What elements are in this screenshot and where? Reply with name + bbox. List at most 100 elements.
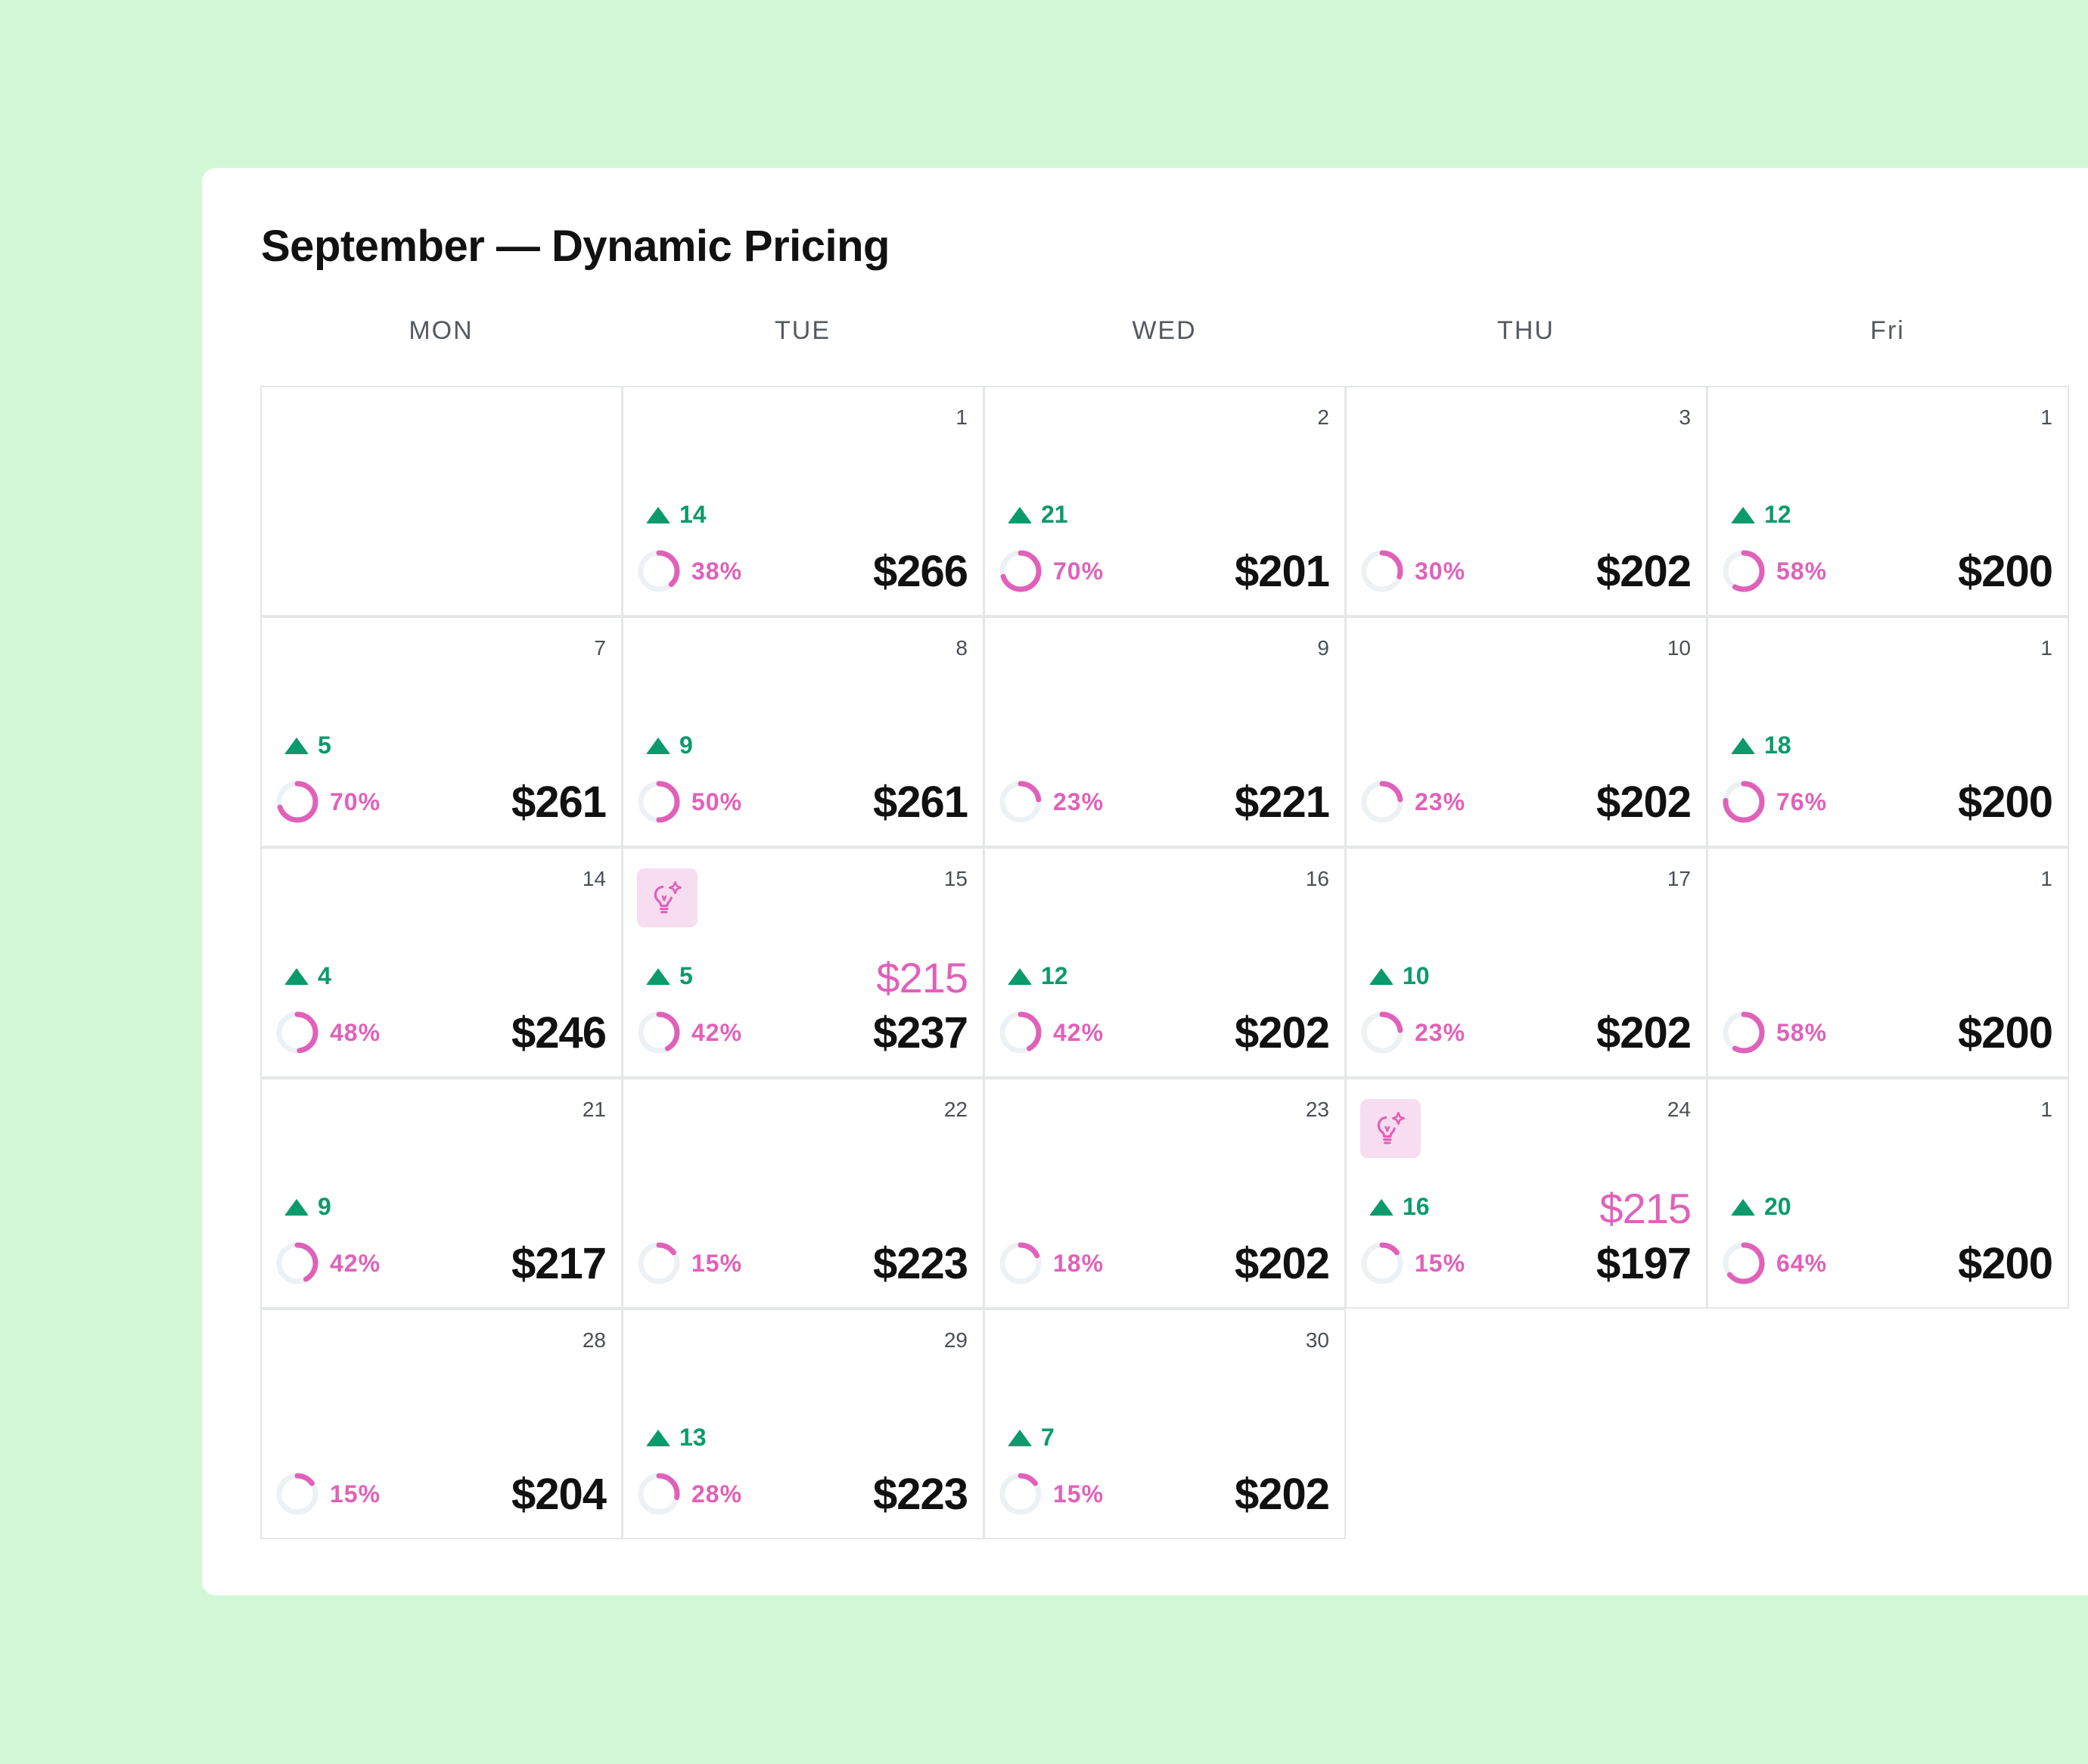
day-number: 14: [582, 867, 606, 890]
demand-trend: 13: [646, 1424, 707, 1452]
nightly-price: $202: [1596, 778, 1692, 827]
day-number: 21: [582, 1098, 606, 1121]
occupancy-percent: 15%: [1053, 1480, 1105, 1508]
calendar-day-cell[interactable]: 1 18 76% $200: [1707, 616, 2069, 847]
occupancy-ring-fill: [1361, 1011, 1403, 1054]
demand-trend: 12: [1008, 962, 1068, 990]
occupancy-ring-icon: [1723, 1242, 1765, 1284]
calendar-day-cell[interactable]: 14 4 48% $246: [260, 847, 623, 1078]
occupancy-ring-icon: [638, 1473, 680, 1515]
calendar-day-cell[interactable]: 16 12 42% $202: [983, 847, 1346, 1078]
calendar-day-cell[interactable]: 28 15% $204: [260, 1309, 623, 1539]
calendar-day-cell[interactable]: 1 12 58% $200: [1707, 386, 2069, 616]
weekday-tue: TUE: [775, 316, 831, 345]
calendar-day-cell[interactable]: 17 10 23% $202: [1345, 847, 1707, 1078]
occupancy-percent: 23%: [1053, 787, 1105, 815]
calendar-day-cell[interactable]: 8 9 50% $261: [622, 616, 984, 847]
demand-trend: 12: [1731, 501, 1791, 529]
demand-trend: 21: [1008, 501, 1068, 529]
occupancy-ring-fill: [1361, 781, 1403, 823]
calendar-day-cell[interactable]: 1 20 64% $200: [1707, 1078, 2069, 1309]
occupancy-indicator: 23%: [1359, 1009, 1465, 1056]
calendar-day-cell[interactable]: 2 21 70% $201: [983, 386, 1346, 616]
calendar-day-cell[interactable]: 1 58% $200: [1707, 847, 2069, 1078]
occupancy-ring-fill: [276, 1011, 318, 1054]
calendar-day-cell[interactable]: 22 15% $223: [622, 1078, 984, 1309]
occupancy-indicator: 23%: [1359, 778, 1465, 825]
occupancy-ring-icon: [999, 1011, 1042, 1054]
calendar-grid: 1 14 38% $266 2 21 70% $201 3 30% $202 1 12 58% $200 7 5…: [260, 386, 2088, 1546]
occupancy-ring-icon: [999, 1242, 1042, 1284]
occupancy-ring-icon: [1361, 1242, 1403, 1284]
occupancy-ring-icon: [999, 550, 1042, 592]
suggestion-icon[interactable]: [1360, 1099, 1421, 1158]
demand-trend: 7: [1008, 1424, 1055, 1452]
occupancy-ring-fill: [276, 1242, 318, 1284]
occupancy-ring-fill: [999, 1473, 1042, 1515]
occupancy-percent: 23%: [1415, 1018, 1466, 1046]
weekday-thu: THU: [1497, 316, 1555, 345]
calendar-day-cell[interactable]: 10 23% $202: [1345, 616, 1707, 847]
nightly-price: $261: [872, 778, 968, 827]
occupancy-percent: 15%: [330, 1480, 381, 1508]
demand-trend-value: 4: [318, 962, 331, 989]
day-number: 9: [1317, 636, 1329, 660]
occupancy-indicator: 15%: [635, 1240, 742, 1287]
demand-trend: 5: [284, 731, 331, 759]
nightly-price: $217: [511, 1239, 607, 1288]
calendar-day-cell[interactable]: 9 23% $221: [983, 616, 1346, 847]
nightly-price: $201: [1234, 547, 1330, 596]
day-number: 1: [2040, 1098, 2052, 1121]
occupancy-indicator: 18%: [997, 1240, 1104, 1287]
occupancy-ring-icon: [638, 550, 680, 592]
day-number: 15: [943, 867, 968, 890]
occupancy-ring-icon: [999, 781, 1042, 823]
page-title: September — Dynamic Pricing: [261, 222, 890, 271]
lightbulb-sparkle-glyph: [654, 880, 682, 914]
occupancy-indicator: 15%: [1359, 1240, 1465, 1287]
occupancy-ring-fill: [999, 1242, 1042, 1284]
demand-trend-value: 9: [318, 1193, 331, 1220]
pricing-calendar-card: September — Dynamic Pricing MON TUE WED THU…: [202, 168, 2088, 1595]
demand-trend-value: 5: [318, 731, 331, 759]
triangle-up-icon: [1731, 506, 1755, 523]
calendar-day-cell[interactable]: 15 5 $215 42% $237: [622, 847, 984, 1078]
demand-trend-value: 16: [1403, 1193, 1430, 1220]
calendar-day-cell[interactable]: 24 16 $215 15% $197: [1345, 1078, 1707, 1309]
triangle-up-icon: [646, 506, 670, 523]
calendar-day-cell[interactable]: 21 9 42% $217: [260, 1078, 623, 1309]
calendar-day-cell[interactable]: 1 14 38% $266: [622, 386, 984, 616]
calendar-day-cell[interactable]: 3 30% $202: [1345, 386, 1707, 616]
calendar-day-cell[interactable]: 29 13 28% $223: [622, 1309, 984, 1539]
day-number: 3: [1679, 405, 1691, 429]
occupancy-percent: 15%: [691, 1249, 743, 1277]
day-number: 1: [2040, 867, 2052, 890]
nightly-price: $202: [1234, 1470, 1330, 1519]
nightly-price: $223: [872, 1239, 968, 1288]
suggested-price[interactable]: $215: [876, 954, 968, 1002]
day-number: 29: [943, 1328, 968, 1352]
occupancy-ring-fill: [1723, 1011, 1765, 1054]
occupancy-ring-fill: [1723, 1242, 1765, 1284]
suggested-price[interactable]: $215: [1599, 1185, 1692, 1232]
occupancy-ring-fill: [1361, 1242, 1403, 1284]
demand-trend-value: 13: [679, 1424, 707, 1451]
demand-trend-value: 10: [1403, 962, 1430, 989]
calendar-day-cell[interactable]: 7 5 70% $261: [260, 616, 623, 847]
triangle-up-icon: [1008, 506, 1032, 523]
suggestion-icon[interactable]: [637, 868, 698, 927]
nightly-price: $200: [1957, 1008, 2053, 1057]
calendar-day-cell[interactable]: 23 18% $202: [983, 1078, 1346, 1309]
occupancy-ring-icon: [638, 1242, 680, 1284]
calendar-day-cell[interactable]: 30 7 15% $202: [983, 1309, 1346, 1539]
occupancy-indicator: 42%: [635, 1009, 742, 1056]
occupancy-ring-fill: [999, 550, 1042, 592]
occupancy-percent: 42%: [1053, 1018, 1105, 1046]
demand-trend-value: 14: [679, 501, 707, 528]
occupancy-indicator: 48%: [274, 1009, 381, 1056]
triangle-up-icon: [1731, 1198, 1755, 1216]
nightly-price: $200: [1957, 547, 2053, 596]
occupancy-percent: 64%: [1776, 1249, 1828, 1277]
weekday-mon: MON: [409, 316, 474, 345]
nightly-price: $202: [1234, 1008, 1330, 1057]
